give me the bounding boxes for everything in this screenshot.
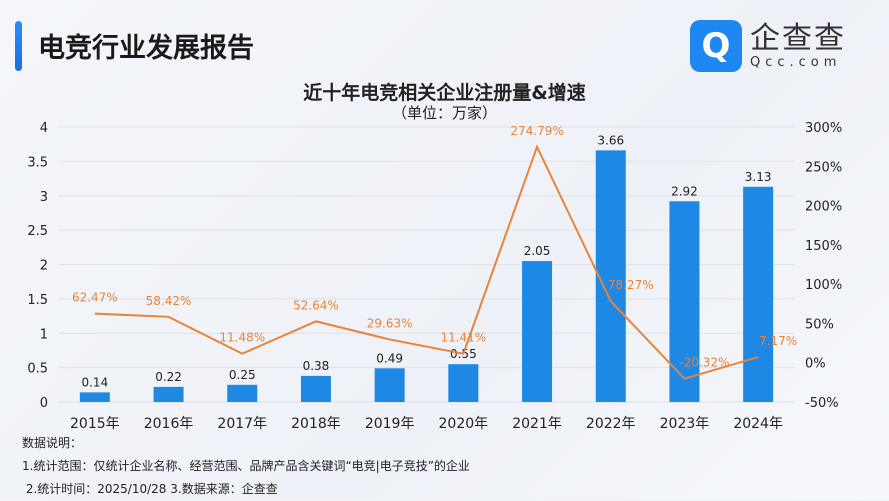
growth-line xyxy=(94,144,759,380)
bar xyxy=(522,261,553,402)
line-label: 52.64% xyxy=(293,298,339,312)
notes-heading: 数据说明： xyxy=(22,436,83,450)
x-axis-tick: 2021年 xyxy=(512,416,562,432)
right-axis-tick: -50% xyxy=(805,396,839,411)
title-accent-bar xyxy=(15,21,22,71)
right-axis-tick: 200% xyxy=(805,200,842,215)
x-axis-tick: 2016年 xyxy=(144,416,194,432)
right-axis-tick: 100% xyxy=(805,278,842,293)
notes: 数据说明： 1.统计范围：仅统计企业名称、经营范围、品牌产品含关键词“电竞|电子… xyxy=(22,432,470,501)
line-label: 11.48% xyxy=(219,331,265,345)
line-label: 11.41% xyxy=(440,331,486,345)
bar-label: 0.49 xyxy=(376,351,403,365)
bar xyxy=(300,375,331,402)
left-axis-tick: 1.5 xyxy=(27,293,48,308)
line-label: 274.79% xyxy=(510,124,563,138)
bar-label: 0.38 xyxy=(303,359,330,373)
bar xyxy=(669,201,700,402)
left-axis-tick: 1 xyxy=(40,327,48,342)
right-axis-tick: 0% xyxy=(805,357,826,372)
bar-label: 2.05 xyxy=(524,244,551,258)
bar xyxy=(153,386,184,402)
left-axis-tick: 2 xyxy=(40,259,48,274)
bar-label: 0.25 xyxy=(229,368,256,382)
right-axis-tick: 150% xyxy=(805,239,842,254)
x-axis-tick: 2022年 xyxy=(586,416,636,432)
line-label: 78.27% xyxy=(608,278,654,292)
x-axis-tick: 2024年 xyxy=(733,416,783,432)
x-axis-tick: 2019年 xyxy=(365,416,415,432)
left-axis-tick: 4 xyxy=(40,121,48,136)
x-axis-tick: 2015年 xyxy=(70,416,120,432)
right-axis-tick: 250% xyxy=(805,160,842,175)
right-axis-tick: 300% xyxy=(805,121,842,136)
x-axis-tick: 2023年 xyxy=(660,416,710,432)
bar-label: 0.14 xyxy=(81,375,108,389)
bar xyxy=(374,368,405,402)
line-label: 29.63% xyxy=(367,316,413,330)
logo-cn-text: 企查查 xyxy=(750,20,846,56)
bar xyxy=(227,384,258,402)
left-axis-tick: 3.5 xyxy=(27,155,48,170)
right-axis-tick: 50% xyxy=(805,317,834,332)
bar xyxy=(743,186,774,402)
bar-label: 3.66 xyxy=(597,133,624,147)
bar xyxy=(595,150,626,402)
x-axis-tick: 2020年 xyxy=(439,416,489,432)
chart-subtitle: （单位：万家） xyxy=(391,104,497,122)
qcc-logo: Q 企查查 Qcc.com xyxy=(690,20,846,72)
logo-en-text: Qcc.com xyxy=(750,54,842,70)
notes-line-1: 1.统计范围：仅统计企业名称、经营范围、品牌产品含关键词“电竞|电子竞技”的企业 xyxy=(22,459,470,473)
left-axis-tick: 2.5 xyxy=(27,224,48,239)
line-label: 58.42% xyxy=(146,294,192,308)
left-axis-tick: 0 xyxy=(40,396,48,411)
bar-label: 0.22 xyxy=(155,370,182,384)
chart-title: 近十年电竞相关企业注册量&增速 xyxy=(303,82,586,104)
bar xyxy=(79,392,110,402)
bar-label: 3.13 xyxy=(745,170,772,184)
line-label: 7.17% xyxy=(759,334,797,348)
x-axis-tick: 2018年 xyxy=(291,416,341,432)
bar-label: 2.92 xyxy=(671,184,698,198)
line-label: 62.47% xyxy=(72,291,118,305)
qcc-logo-icon: Q xyxy=(690,20,742,72)
left-axis-tick: 0.5 xyxy=(27,362,48,377)
x-axis-tick: 2017年 xyxy=(217,416,267,432)
page-title: 电竞行业发展报告 xyxy=(38,33,254,64)
bar xyxy=(448,364,479,402)
left-axis-tick: 3 xyxy=(40,190,48,205)
line-label: -20.32% xyxy=(679,356,729,370)
notes-line-2: 2.统计时间：2025/10/28 3.数据来源：企查查 xyxy=(22,482,278,496)
